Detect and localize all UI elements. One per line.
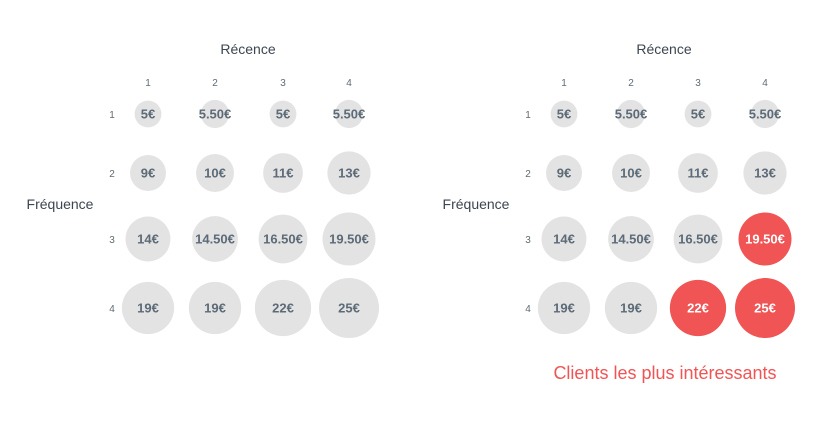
- bubble-value-label: 19.50€: [329, 232, 369, 247]
- x-tick-label: 2: [628, 78, 634, 89]
- bubbles-left: 5€ 5.50€ 5€ 5.50€ 9€ 10€ 11€ 13€ 14€ 14.50€ 16.50€…: [121, 99, 379, 338]
- bubble-highlighted: [738, 212, 792, 266]
- bubble: [130, 155, 166, 191]
- bubble: [254, 279, 312, 337]
- x-tick-label: 1: [145, 78, 151, 89]
- bubble-value-label: 5€: [691, 107, 705, 122]
- bubble-value-label: 10€: [204, 166, 226, 181]
- bubble: [546, 155, 582, 191]
- bubble-value-label: 14€: [553, 232, 575, 247]
- x-axis-title-right: Récence: [636, 41, 691, 57]
- bubble: [750, 99, 780, 129]
- bubble-highlighted: [669, 279, 727, 337]
- bubble-value-label: 19.50€: [745, 232, 785, 247]
- bubble-value-label: 13€: [338, 166, 360, 181]
- bubble: [604, 281, 658, 335]
- y-tick-label: 2: [525, 169, 531, 180]
- bubble: [684, 100, 712, 128]
- bubble-value-label: 22€: [272, 301, 294, 316]
- bubble-value-label: 16.50€: [263, 232, 303, 247]
- bubble-value-label: 14€: [137, 232, 159, 247]
- x-tick-label: 4: [346, 78, 352, 89]
- bubble-value-label: 25€: [338, 301, 360, 316]
- y-axis-title-right: Fréquence: [443, 196, 510, 212]
- x-tick-label: 3: [280, 78, 286, 89]
- bubble: [608, 216, 654, 262]
- y-ticks-left: 1 2 3 4: [109, 110, 115, 315]
- bubble: [125, 216, 171, 262]
- x-tick-label: 4: [762, 78, 768, 89]
- bubble: [188, 281, 242, 335]
- bubble-value-label: 5€: [276, 107, 290, 122]
- chart-right: Récence Fréquence 1 2 3 4 1 2 3 4 5€ 5.50€ 5€ 5.5…: [443, 41, 795, 383]
- bubble-value-label: 9€: [557, 166, 571, 181]
- bubble-value-label: 5€: [141, 107, 155, 122]
- bubble-value-label: 22€: [687, 301, 709, 316]
- chart-left: Récence Fréquence 1 2 3 4 1 2 3 4 5€ 5.50€ 5€ 5.5…: [27, 41, 379, 338]
- bubble-value-label: 13€: [754, 166, 776, 181]
- bubble-value-label: 19€: [204, 301, 226, 316]
- bubble: [134, 100, 162, 128]
- bubble: [334, 99, 364, 129]
- y-axis-title-left: Fréquence: [27, 196, 94, 212]
- y-tick-label: 1: [525, 110, 531, 121]
- x-tick-label: 1: [561, 78, 567, 89]
- bubble: [541, 216, 587, 262]
- bubble-highlighted: [735, 278, 795, 338]
- bubble-value-label: 5€: [557, 107, 571, 122]
- y-tick-label: 4: [109, 304, 115, 315]
- bubble: [327, 151, 371, 195]
- y-ticks-right: 1 2 3 4: [525, 110, 531, 315]
- bubbles-right: 5€ 5.50€ 5€ 5.50€ 9€ 10€ 11€ 13€ 14€ 14.50€ 16.50€…: [537, 99, 795, 338]
- bubble: [269, 100, 297, 128]
- bubble-value-label: 11€: [273, 166, 294, 181]
- bubble: [322, 212, 376, 266]
- y-tick-label: 4: [525, 304, 531, 315]
- bubble-value-label: 5.50€: [199, 107, 232, 122]
- bubble-value-label: 11€: [688, 166, 709, 181]
- highlight-caption: Clients les plus intéressants: [553, 363, 776, 383]
- bubble-value-label: 14.50€: [611, 232, 651, 247]
- bubble: [319, 278, 379, 338]
- bubble-value-label: 25€: [754, 301, 776, 316]
- bubble: [192, 216, 238, 262]
- y-tick-label: 3: [109, 235, 115, 246]
- bubble-value-label: 19€: [553, 301, 575, 316]
- bubble-value-label: 19€: [620, 301, 642, 316]
- bubble: [678, 153, 718, 193]
- y-tick-label: 3: [525, 235, 531, 246]
- bubble: [612, 154, 650, 192]
- x-ticks-right: 1 2 3 4: [561, 78, 768, 89]
- bubble-value-label: 5.50€: [615, 107, 648, 122]
- x-ticks-left: 1 2 3 4: [145, 78, 352, 89]
- bubble: [550, 100, 578, 128]
- bubble: [616, 99, 646, 129]
- x-axis-title-left: Récence: [220, 41, 275, 57]
- bubble: [258, 214, 308, 264]
- bubble-value-label: 16.50€: [678, 232, 718, 247]
- bubble-value-label: 9€: [141, 166, 155, 181]
- bubble: [673, 214, 723, 264]
- bubble: [196, 154, 234, 192]
- x-tick-label: 3: [695, 78, 701, 89]
- bubble-value-label: 19€: [137, 301, 159, 316]
- x-tick-label: 2: [212, 78, 218, 89]
- y-tick-label: 2: [109, 169, 115, 180]
- bubble-value-label: 5.50€: [333, 107, 366, 122]
- bubble: [121, 281, 175, 335]
- y-tick-label: 1: [109, 110, 115, 121]
- bubble-value-label: 10€: [620, 166, 642, 181]
- bubble: [743, 151, 787, 195]
- bubble-value-label: 5.50€: [749, 107, 782, 122]
- bubble: [263, 153, 303, 193]
- bubble: [537, 281, 591, 335]
- bubble: [200, 99, 230, 129]
- bubble-value-label: 14.50€: [195, 232, 235, 247]
